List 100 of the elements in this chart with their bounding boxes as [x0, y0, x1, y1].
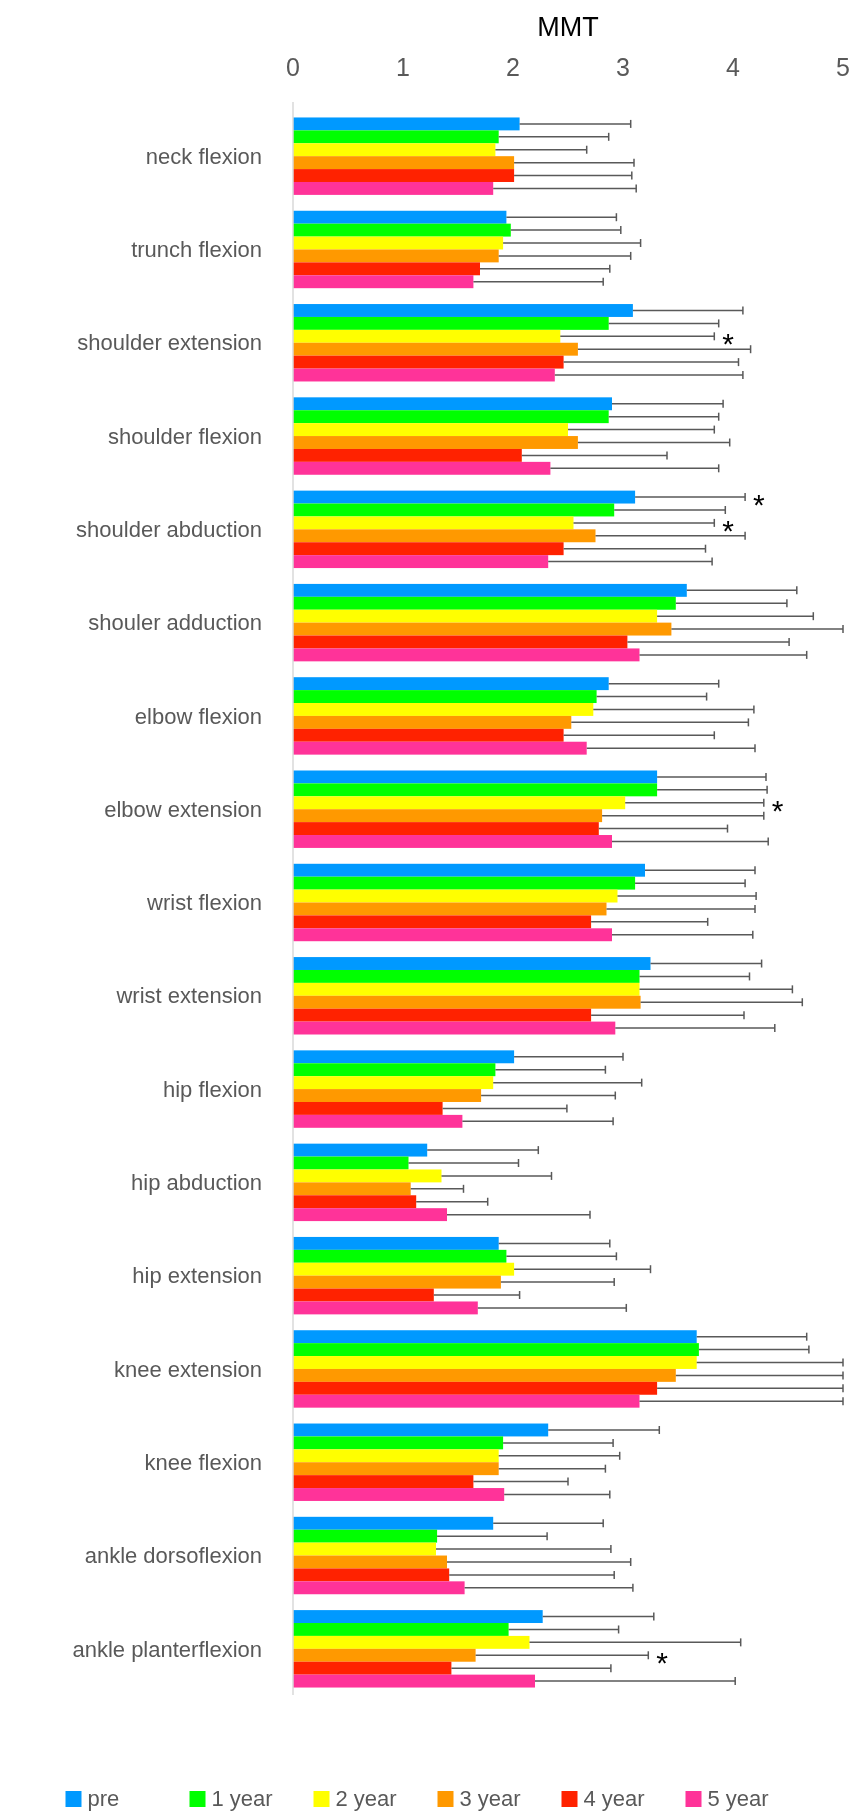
x-tick-label: 4: [726, 53, 741, 81]
bar: [293, 1182, 411, 1196]
y-tick-label: trunch flexion: [131, 237, 262, 263]
bar: [293, 1208, 447, 1222]
y-tick-label: shoulder abduction: [76, 517, 262, 543]
bar: [293, 1516, 494, 1530]
bar: [293, 316, 609, 330]
annotation: *: [722, 513, 735, 547]
bar: [293, 622, 672, 636]
bar: [293, 677, 609, 691]
legend-label: 3 year: [459, 1786, 521, 1811]
bar: [293, 1529, 438, 1543]
bar: [293, 1236, 499, 1250]
bar: [293, 1169, 442, 1183]
annotation: *: [656, 1646, 669, 1680]
bar: [293, 609, 658, 623]
bar: [293, 1381, 658, 1395]
bar: [293, 1089, 482, 1102]
legend-label: 5 year: [707, 1786, 769, 1811]
bar: [293, 1581, 465, 1595]
bar: [293, 1143, 428, 1157]
bar: [293, 423, 568, 437]
bar: [293, 1156, 409, 1170]
x-tick-label: 1: [396, 53, 410, 81]
bar: [293, 181, 494, 195]
annotation: *: [753, 488, 766, 522]
bar: [293, 461, 551, 475]
bar: [293, 969, 640, 983]
bar: [293, 275, 474, 289]
bar: [293, 1394, 640, 1408]
x-tick-label: 0: [286, 53, 300, 81]
bar: [293, 130, 499, 144]
bar: [293, 902, 607, 916]
bar: [293, 863, 645, 877]
bar: [293, 770, 658, 784]
bar: [293, 809, 603, 823]
bar: [293, 1008, 592, 1022]
y-tick-label: hip abduction: [131, 1170, 262, 1196]
bar: [293, 1674, 535, 1688]
bar: [293, 995, 641, 1009]
bar: [293, 822, 599, 836]
bar: [293, 1475, 474, 1489]
bar: [293, 436, 578, 449]
x-axis-title: MMT: [537, 12, 599, 42]
bar: [293, 928, 612, 942]
bar: [293, 1436, 504, 1450]
bar: [293, 1050, 515, 1064]
bar: [293, 516, 574, 530]
y-tick-label: knee flexion: [144, 1449, 262, 1475]
bar: [293, 1356, 697, 1369]
bar: [293, 1449, 499, 1463]
bar: [293, 329, 561, 343]
bar: [293, 1623, 509, 1636]
bar: [293, 503, 615, 517]
legend-label: 2 year: [335, 1786, 397, 1811]
bar: [293, 223, 511, 237]
y-tick-label: elbow extension: [104, 796, 262, 822]
y-tick-label: shoulder extension: [77, 330, 262, 356]
y-tick-label: shoulder flexion: [107, 423, 262, 449]
legend-label: pre: [87, 1786, 120, 1811]
y-tick-label: shouler adduction: [88, 610, 262, 636]
bar: [293, 1301, 478, 1315]
bar: [293, 703, 594, 716]
bar: [293, 448, 522, 462]
y-tick-label: neck flexion: [145, 143, 262, 169]
bar: [293, 1488, 505, 1501]
y-tick-label: ankle planterflexion: [72, 1636, 262, 1662]
legend-label: 4 year: [583, 1786, 645, 1811]
y-tick-label: elbow flexion: [134, 703, 262, 729]
bar: [293, 635, 628, 649]
bar: [293, 529, 596, 543]
y-tick-label: ankle dorsoflexion: [84, 1543, 262, 1569]
bar: [293, 1555, 447, 1569]
bar: [293, 1462, 499, 1476]
bar: [293, 143, 496, 157]
x-tick-label: 5: [836, 53, 850, 81]
bar: [293, 1542, 436, 1556]
bar: [293, 236, 504, 250]
bar: [293, 915, 592, 929]
annotation: *: [722, 327, 735, 361]
y-tick-label: wrist extension: [115, 983, 262, 1009]
bar: [293, 1021, 616, 1035]
bar: [293, 1249, 507, 1263]
bar: [293, 490, 636, 504]
bar: [293, 982, 640, 996]
bar: [293, 889, 618, 903]
bar: [293, 117, 520, 131]
bar: [293, 410, 609, 424]
y-tick-label: wrist flexion: [146, 890, 262, 916]
bar: [293, 1635, 530, 1649]
bar: [293, 1648, 476, 1662]
bar: [293, 596, 676, 610]
bar: [293, 783, 658, 797]
bar: [293, 262, 480, 276]
bar: [293, 1330, 697, 1344]
bar: [293, 542, 564, 556]
bar: [293, 1423, 549, 1437]
bar: [293, 397, 612, 411]
y-tick-label: hip extension: [132, 1263, 262, 1289]
bar: [293, 796, 626, 810]
